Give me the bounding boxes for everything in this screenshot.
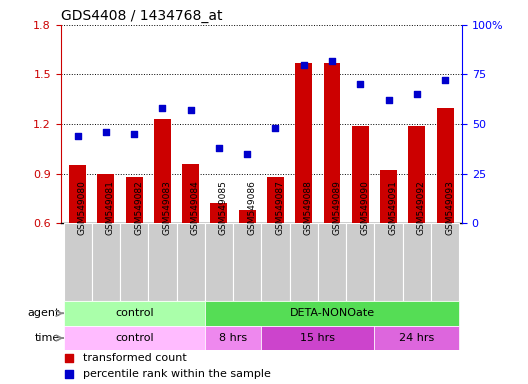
Text: GSM549085: GSM549085 <box>219 180 228 235</box>
Text: GSM549080: GSM549080 <box>78 180 87 235</box>
Bar <box>205 223 233 301</box>
Bar <box>290 223 318 301</box>
Bar <box>431 223 459 301</box>
Text: DETA-NONOate: DETA-NONOate <box>289 308 374 318</box>
Bar <box>154 119 171 223</box>
Text: GSM549081: GSM549081 <box>106 180 115 235</box>
Point <box>64 355 73 361</box>
Text: GSM549088: GSM549088 <box>304 180 313 235</box>
Bar <box>63 223 92 301</box>
Bar <box>233 223 261 301</box>
Point <box>243 151 251 157</box>
Bar <box>295 63 312 223</box>
Text: 24 hrs: 24 hrs <box>399 333 435 343</box>
Point <box>102 129 110 135</box>
Text: GSM549082: GSM549082 <box>134 180 143 235</box>
Point <box>158 105 167 111</box>
Bar <box>205 301 459 326</box>
Text: transformed count: transformed count <box>83 353 186 363</box>
Text: GSM549092: GSM549092 <box>417 180 426 235</box>
Bar <box>205 326 261 351</box>
Point <box>130 131 138 137</box>
Text: GSM549093: GSM549093 <box>445 180 454 235</box>
Text: time: time <box>35 333 60 343</box>
Point <box>356 81 364 88</box>
Bar <box>120 223 148 301</box>
Bar <box>403 223 431 301</box>
Bar <box>211 203 228 223</box>
Text: GSM549086: GSM549086 <box>247 180 256 235</box>
Bar <box>380 170 397 223</box>
Text: percentile rank within the sample: percentile rank within the sample <box>83 369 271 379</box>
Bar <box>352 126 369 223</box>
Text: 15 hrs: 15 hrs <box>300 333 335 343</box>
Text: GSM549090: GSM549090 <box>360 180 369 235</box>
Bar <box>239 210 256 223</box>
Bar <box>69 165 86 223</box>
Point <box>412 91 421 98</box>
Point <box>186 107 195 113</box>
Bar <box>148 223 176 301</box>
Text: GSM549084: GSM549084 <box>191 180 200 235</box>
Bar <box>126 177 143 223</box>
Text: GSM549089: GSM549089 <box>332 180 341 235</box>
Text: GSM549091: GSM549091 <box>389 180 398 235</box>
Point <box>215 145 223 151</box>
Text: GSM549083: GSM549083 <box>163 180 172 235</box>
Point <box>271 125 280 131</box>
Bar <box>374 326 459 351</box>
Bar <box>374 223 403 301</box>
Point <box>299 61 308 68</box>
Point <box>441 77 449 83</box>
Text: control: control <box>115 333 154 343</box>
Point <box>328 58 336 64</box>
Point <box>73 133 82 139</box>
Bar <box>318 223 346 301</box>
Bar <box>267 177 284 223</box>
Bar <box>408 126 425 223</box>
Bar <box>92 223 120 301</box>
Point <box>384 97 393 103</box>
Text: GSM549087: GSM549087 <box>276 180 285 235</box>
Point <box>64 371 73 377</box>
Text: 8 hrs: 8 hrs <box>219 333 247 343</box>
Text: GDS4408 / 1434768_at: GDS4408 / 1434768_at <box>61 8 222 23</box>
Bar <box>261 326 374 351</box>
Bar <box>324 63 341 223</box>
Bar <box>176 223 205 301</box>
Text: control: control <box>115 308 154 318</box>
Bar <box>346 223 374 301</box>
Bar <box>63 301 205 326</box>
Bar <box>98 174 115 223</box>
Text: agent: agent <box>28 308 60 318</box>
Bar <box>261 223 290 301</box>
Bar <box>437 108 454 223</box>
Bar <box>182 164 199 223</box>
Bar <box>63 326 205 351</box>
